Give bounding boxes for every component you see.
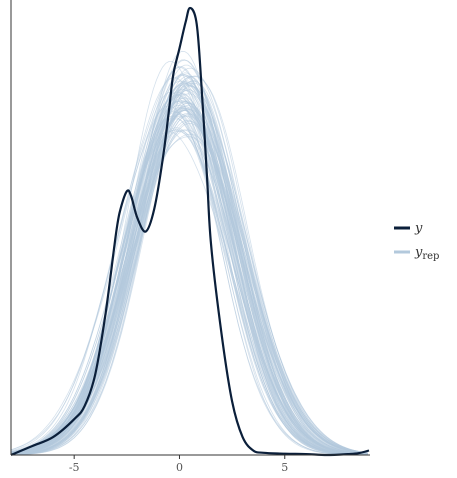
yrep-curve [10,100,368,455]
yrep-curve [10,88,368,455]
yrep-curve [10,129,368,455]
legend-label-yrep: yrep [414,245,439,262]
x-tick-label: 5 [281,461,288,474]
legend-subscript: rep [422,251,439,262]
legend: y yrep [394,221,439,262]
yrep-curve [10,59,368,455]
yrep-curve [10,108,368,454]
yrep-curve [10,94,368,456]
yrep-curve [10,133,368,454]
yrep-curve [10,129,368,455]
yrep-curve [10,59,368,454]
yrep-curve [10,109,368,454]
yrep-curve [10,129,368,455]
yrep-curve [10,74,368,455]
yrep-curve [10,97,368,456]
x-tick-label: -5 [69,461,80,474]
yrep-curve [10,100,368,456]
yrep-curve [10,113,368,454]
yrep-curve [10,129,368,456]
yrep-curve [10,127,368,456]
yrep-curve [10,131,368,456]
yrep-curve [10,107,368,456]
yrep-replicate-curves [10,50,368,456]
yrep-curve [10,96,368,456]
yrep-curve [10,101,368,456]
yrep-curve [10,115,368,455]
yrep-curve [10,74,368,456]
yrep-curve [10,101,368,455]
yrep-curve [10,67,368,454]
yrep-curve [10,82,368,455]
yrep-curve [10,122,368,455]
legend-label-y: y [414,221,423,236]
yrep-curve [10,102,368,454]
yrep-curve [10,130,368,456]
yrep-curve [10,107,368,454]
yrep-curve [10,104,368,455]
yrep-curve [11,104,368,456]
yrep-curve [10,85,368,454]
x-axis-ticks: -5 0 5 [69,455,288,474]
yrep-curve [10,84,368,454]
yrep-curve [10,111,368,455]
yrep-curve [10,72,368,455]
yrep-curve [10,105,368,455]
yrep-curve [10,102,368,455]
yrep-curve [10,136,368,454]
yrep-curve [10,105,368,455]
yrep-curve [10,108,368,454]
y-observed-curve [10,6,370,457]
yrep-curve [10,106,368,455]
y-observed-curve-group [10,6,370,457]
yrep-curve [10,67,368,456]
yrep-curve [10,97,368,456]
x-tick-label: 0 [176,461,183,474]
yrep-curve [10,109,368,456]
